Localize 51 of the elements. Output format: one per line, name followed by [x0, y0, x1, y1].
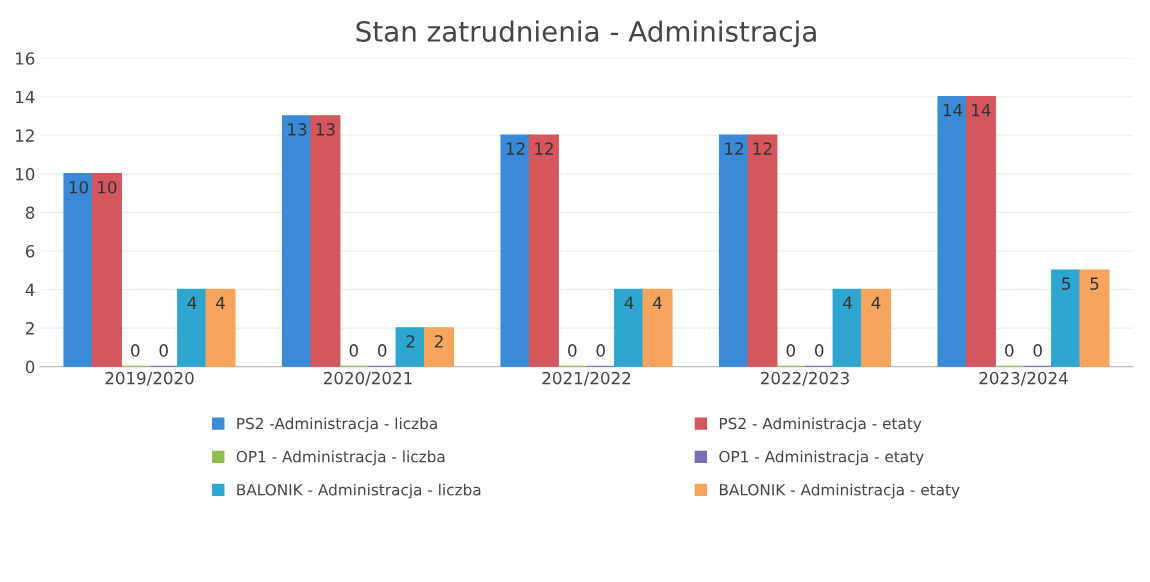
data-label: 0: [815, 344, 824, 357]
data-label: 0: [596, 344, 605, 357]
data-label: 0: [159, 344, 168, 357]
x-tick-label: 2021/2022: [542, 371, 631, 386]
y-tick-label: 4: [25, 283, 35, 296]
data-label: 2: [406, 335, 415, 348]
data-label: 12: [725, 142, 743, 155]
y-tick-label: 0: [25, 360, 35, 374]
y-tick-label: 2: [26, 322, 34, 335]
data-label: 12: [753, 142, 772, 155]
data-label: 10: [69, 180, 88, 194]
data-label: 14: [972, 104, 991, 117]
data-label: 0: [1005, 344, 1014, 357]
x-tick-label: 2022/2023: [761, 371, 849, 386]
data-label: 5: [1062, 277, 1070, 290]
chart-title: Stan zatrudnienia - Administracja: [356, 20, 816, 48]
y-tick-label: 14: [16, 90, 35, 104]
y-tick-label: 16: [16, 52, 35, 65]
data-label: 0: [349, 344, 358, 357]
data-label: 5: [1090, 277, 1099, 290]
data-label: 4: [216, 296, 225, 309]
data-label: 4: [843, 296, 852, 309]
y-tick-label: 6: [25, 244, 35, 258]
data-label: 12: [506, 142, 525, 155]
legend-label: BALONIK - Administracja - liczba: [237, 483, 481, 499]
data-label: 2: [434, 335, 443, 348]
y-tick-label: 10: [16, 167, 35, 181]
y-tick-label: 8: [25, 206, 35, 219]
data-label: 4: [653, 296, 662, 309]
data-label: 4: [187, 296, 197, 309]
data-label: 14: [943, 104, 963, 117]
x-tick-label: 2023/2024: [979, 371, 1068, 386]
data-label: 4: [624, 296, 634, 309]
x-tick-label: 2020/2021: [324, 371, 412, 386]
legend-label: PS2 -Administracja - liczba: [237, 417, 437, 433]
data-label: 13: [316, 123, 335, 136]
legend-label: PS2 - Administracja - etaty: [719, 417, 922, 433]
legend-label: OP1 - Administracja - etaty: [719, 450, 924, 466]
data-label: 0: [131, 344, 140, 357]
data-label: 12: [535, 142, 553, 155]
y-tick-label: 12: [16, 129, 34, 142]
data-label: 0: [378, 344, 387, 357]
data-label: 0: [786, 344, 795, 357]
legend-label: OP1 - Administracja - liczba: [236, 450, 445, 466]
data-label: 10: [98, 180, 117, 194]
data-label: 0: [1033, 344, 1042, 357]
data-label: 13: [288, 123, 307, 136]
data-label: 4: [871, 296, 881, 309]
data-label: 0: [568, 344, 577, 357]
x-tick-label: 2019/2020: [105, 371, 194, 386]
legend-label: BALONIK - Administracja - etaty: [719, 483, 960, 499]
